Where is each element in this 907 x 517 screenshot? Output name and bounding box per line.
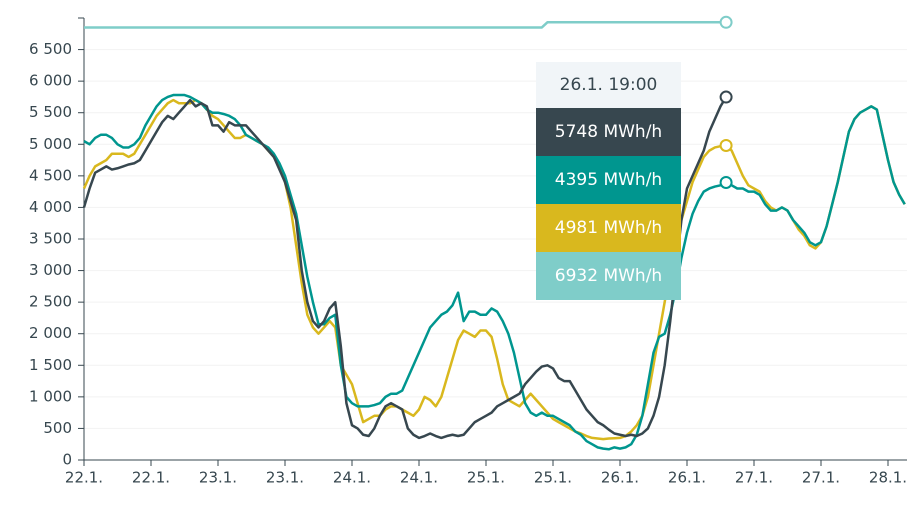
hover-marker — [719, 175, 733, 189]
y-tick-label: 500 — [43, 419, 72, 437]
tooltip-value: 4395 MWh/h — [555, 170, 662, 190]
tooltip-row — [536, 156, 681, 204]
x-tick-label: 25.1. — [467, 469, 505, 487]
tooltip-row — [536, 108, 681, 156]
hover-marker — [719, 90, 733, 104]
hover-marker — [719, 15, 733, 29]
series-line — [84, 21, 727, 29]
x-tick-label: 28.1. — [869, 469, 907, 487]
y-tick-label: 4 000 — [29, 198, 72, 216]
y-tick-label: 1 500 — [29, 356, 72, 374]
tooltip-value: 6932 MWh/h — [555, 266, 662, 286]
series-line — [83, 93, 906, 451]
y-tick-label: 6 500 — [29, 40, 72, 58]
x-tick-label: 26.1. — [601, 469, 639, 487]
x-tick-label: 23.1. — [199, 469, 237, 487]
x-tick-label: 26.1. — [668, 469, 706, 487]
x-tick-label: 22.1. — [132, 469, 170, 487]
tooltip-row — [536, 252, 681, 300]
y-tick-label: 5 500 — [29, 103, 72, 121]
x-tick-label: 27.1. — [735, 469, 773, 487]
tooltip-header — [536, 62, 681, 108]
x-tick-label: 24.1. — [333, 469, 371, 487]
tooltip-value: 4981 MWh/h — [555, 218, 662, 238]
y-tick-label: 4 500 — [29, 166, 72, 184]
x-tick-label: 25.1. — [534, 469, 572, 487]
y-tick-label: 6 000 — [29, 72, 72, 90]
x-tick-label: 27.1. — [802, 469, 840, 487]
tooltip-row — [536, 204, 681, 252]
y-tick-label: 2 000 — [29, 324, 72, 342]
x-tick-label: 22.1. — [65, 469, 103, 487]
tooltip-value: 5748 MWh/h — [555, 122, 662, 142]
y-tick-label: 5 000 — [29, 135, 72, 153]
series-line — [82, 96, 728, 440]
y-tick-label: 3 500 — [29, 230, 72, 248]
x-tick-label: 24.1. — [400, 469, 438, 487]
hover-marker — [719, 138, 733, 152]
y-tick-label: 1 000 — [29, 387, 72, 405]
series-line — [82, 98, 906, 441]
x-tick-label: 23.1. — [266, 469, 304, 487]
y-tick-label: 3 000 — [29, 261, 72, 279]
tooltip-title: 26.1. 19:00 — [560, 75, 658, 95]
y-tick-label: 0 — [62, 451, 72, 469]
y-tick-label: 2 500 — [29, 293, 72, 311]
